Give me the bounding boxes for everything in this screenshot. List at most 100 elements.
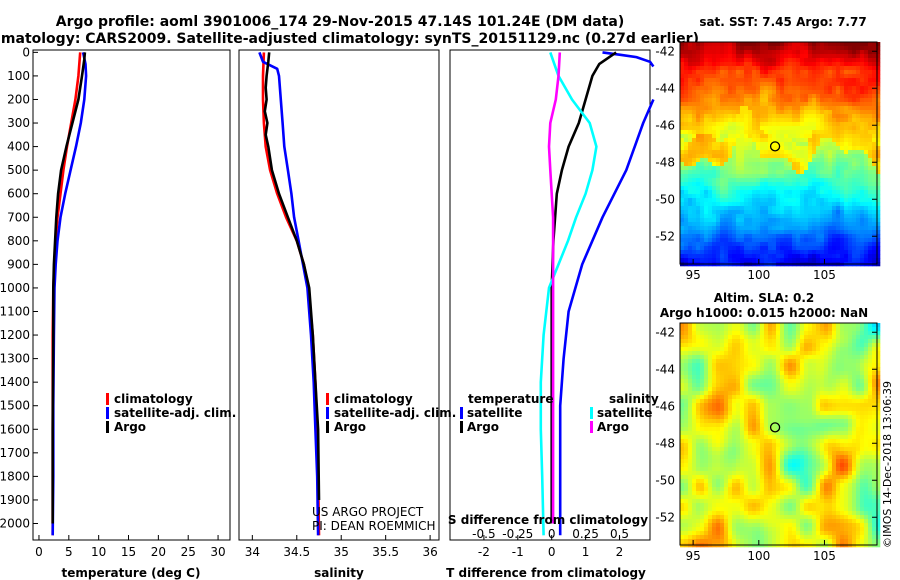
heatmap-cell bbox=[748, 479, 753, 484]
heatmap-cell bbox=[716, 419, 721, 424]
heatmap-cell bbox=[748, 218, 753, 223]
heatmap-cell bbox=[756, 327, 761, 332]
heatmap-cell bbox=[792, 415, 797, 420]
heatmap-cell bbox=[836, 58, 841, 63]
heatmap-cell bbox=[828, 347, 833, 352]
heatmap-cell bbox=[772, 82, 777, 87]
heatmap-cell bbox=[780, 411, 785, 416]
heatmap-cell bbox=[788, 90, 793, 95]
heatmap-cell bbox=[812, 146, 817, 151]
heatmap-cell bbox=[840, 150, 845, 155]
heatmap-cell bbox=[780, 427, 785, 432]
heatmap-cell bbox=[808, 431, 813, 436]
heatmap-cell bbox=[868, 194, 873, 199]
heatmap-cell bbox=[796, 62, 801, 67]
heatmap-cell bbox=[728, 126, 733, 131]
heatmap-cell bbox=[680, 383, 685, 388]
heatmap-cell bbox=[724, 218, 729, 223]
heatmap-cell bbox=[764, 435, 769, 440]
heatmap-cell bbox=[728, 150, 733, 155]
heatmap-cell bbox=[680, 399, 685, 404]
heatmap-cell bbox=[736, 74, 741, 79]
heatmap-cell bbox=[712, 50, 717, 55]
heatmap-cell bbox=[732, 451, 737, 456]
heatmap-cell bbox=[788, 94, 793, 99]
heatmap-cell bbox=[800, 70, 805, 75]
heatmap-cell bbox=[756, 174, 761, 179]
heatmap-cell bbox=[696, 455, 701, 460]
heatmap-cell bbox=[796, 339, 801, 344]
heatmap-cell bbox=[828, 351, 833, 356]
heatmap-cell bbox=[716, 250, 721, 255]
heatmap-cell bbox=[748, 62, 753, 67]
heatmap-cell bbox=[720, 174, 725, 179]
heatmap-cell bbox=[724, 58, 729, 63]
heatmap-cell bbox=[840, 82, 845, 87]
heatmap-cell bbox=[784, 70, 789, 75]
heatmap-cell bbox=[832, 327, 837, 332]
heatmap-cell bbox=[872, 250, 877, 255]
heatmap-cell bbox=[808, 238, 813, 243]
heatmap-cell bbox=[780, 106, 785, 111]
heatmap-cell bbox=[820, 86, 825, 91]
heatmap-cell bbox=[740, 383, 745, 388]
heatmap-cell bbox=[732, 387, 737, 392]
heatmap-cell bbox=[680, 226, 685, 231]
heatmap-cell bbox=[820, 146, 825, 151]
heatmap-cell bbox=[868, 339, 873, 344]
heatmap-cell bbox=[716, 214, 721, 219]
heatmap-cell bbox=[848, 399, 853, 404]
heatmap-cell bbox=[700, 226, 705, 231]
heatmap-cell bbox=[860, 323, 865, 328]
heatmap-cell bbox=[756, 455, 761, 460]
heatmap-cell bbox=[704, 447, 709, 452]
heatmap-cell bbox=[796, 463, 801, 468]
legend-swatch-argo bbox=[326, 421, 329, 433]
heatmap-cell bbox=[864, 94, 869, 99]
heatmap-cell bbox=[848, 106, 853, 111]
heatmap-cell bbox=[836, 367, 841, 372]
heatmap-cell bbox=[844, 371, 849, 376]
heatmap-cell bbox=[804, 206, 809, 211]
heatmap-cell bbox=[756, 46, 761, 51]
heatmap-cell bbox=[708, 94, 713, 99]
heatmap-cell bbox=[836, 439, 841, 444]
heatmap-cell bbox=[844, 222, 849, 227]
heatmap-cell bbox=[680, 423, 685, 428]
heatmap-cell bbox=[684, 347, 689, 352]
heatmap-cell bbox=[724, 178, 729, 183]
heatmap-cell bbox=[824, 194, 829, 199]
heatmap-cell bbox=[856, 242, 861, 247]
heatmap-cell bbox=[752, 339, 757, 344]
heatmap-cell bbox=[724, 50, 729, 55]
heatmap-cell bbox=[764, 415, 769, 420]
heatmap-cell bbox=[796, 238, 801, 243]
heatmap-cell bbox=[864, 218, 869, 223]
heatmap-cell bbox=[764, 82, 769, 87]
heatmap-cell bbox=[824, 339, 829, 344]
heatmap-cell bbox=[856, 54, 861, 59]
heatmap-cell bbox=[784, 459, 789, 464]
heatmap-cell bbox=[740, 403, 745, 408]
heatmap-cell bbox=[848, 178, 853, 183]
heatmap-cell bbox=[700, 331, 705, 336]
heatmap-cell bbox=[816, 106, 821, 111]
heatmap-cell bbox=[820, 375, 825, 380]
heatmap-cell bbox=[688, 130, 693, 135]
heatmap-cell bbox=[752, 403, 757, 408]
heatmap-cell bbox=[692, 190, 697, 195]
heatmap-cell bbox=[788, 82, 793, 87]
heatmap-cell bbox=[856, 234, 861, 239]
heatmap-cell bbox=[764, 142, 769, 147]
heatmap-cell bbox=[756, 335, 761, 340]
heatmap-cell bbox=[736, 391, 741, 396]
heatmap-cell bbox=[752, 435, 757, 440]
heatmap-cell bbox=[740, 443, 745, 448]
heatmap-cell bbox=[780, 214, 785, 219]
heatmap-cell bbox=[768, 182, 773, 187]
heatmap-cell bbox=[704, 130, 709, 135]
heatmap-cell bbox=[780, 206, 785, 211]
heatmap-cell bbox=[860, 423, 865, 428]
heatmap-cell bbox=[812, 98, 817, 103]
heatmap-cell bbox=[720, 142, 725, 147]
